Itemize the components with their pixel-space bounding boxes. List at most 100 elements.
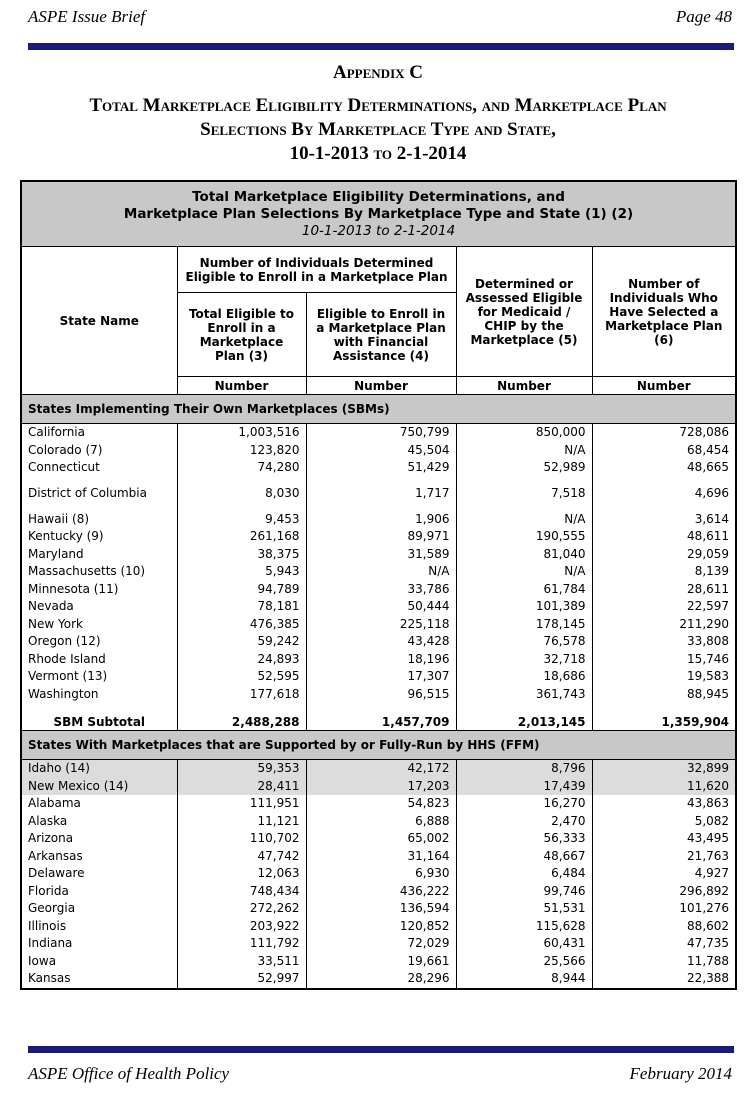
table-row: Washington 177,618 96,515 361,743 88,945 — [20, 685, 737, 703]
section-title: States With Marketplaces that are Suppor… — [20, 730, 737, 760]
cell: 101,276 — [591, 900, 737, 918]
table-row: Rhode Island 24,893 18,196 32,718 15,746 — [20, 650, 737, 668]
cell: 17,203 — [305, 777, 457, 795]
cell: 8,796 — [455, 759, 593, 778]
cell: 4,696 — [591, 476, 737, 511]
table-row: Connecticut 74,280 51,429 52,989 48,665 — [20, 459, 737, 477]
state-name: California — [20, 423, 178, 442]
cell: 33,511 — [176, 952, 307, 970]
table-row: Vermont (13) 52,595 17,307 18,686 19,583 — [20, 668, 737, 686]
cell: 8,030 — [176, 476, 307, 511]
cell: 17,439 — [455, 777, 593, 795]
state-name: Nevada — [20, 598, 178, 616]
section-row: States With Marketplaces that are Suppor… — [20, 730, 737, 760]
subtotal-cell: 2,013,145 — [455, 703, 593, 731]
cell: 31,589 — [305, 545, 457, 563]
caption-line: Marketplace Plan Selections By Marketpla… — [123, 205, 634, 222]
rule — [28, 1046, 734, 1053]
footer-right: February 2014 — [629, 1064, 732, 1083]
unit: Number — [455, 376, 593, 395]
cell: 296,892 — [591, 882, 737, 900]
cell: 115,628 — [455, 917, 593, 935]
cell: 32,899 — [591, 759, 737, 778]
cell: 21,763 — [591, 847, 737, 865]
cell: 2,470 — [455, 812, 593, 830]
cell: 272,262 — [176, 900, 307, 918]
state-name: Connecticut — [20, 459, 178, 477]
state-name: Delaware — [20, 865, 178, 883]
cell: 68,454 — [591, 441, 737, 459]
state-name: Kansas — [20, 970, 178, 989]
state-name: Indiana — [20, 935, 178, 953]
cell: 9,453 — [176, 510, 307, 528]
cell: 59,353 — [176, 759, 307, 778]
table-row: Hawaii (8) 9,453 1,906 N/A 3,614 — [20, 510, 737, 528]
cell: 74,280 — [176, 459, 307, 477]
cell: 51,429 — [305, 459, 457, 477]
cell: 56,333 — [455, 830, 593, 848]
cell: 5,943 — [176, 563, 307, 581]
table-row: Arizona 110,702 65,002 56,333 43,495 — [20, 830, 737, 848]
cell: 61,784 — [455, 580, 593, 598]
table-row: Idaho (14) 59,353 42,172 8,796 32,899 — [20, 759, 737, 778]
cell: 54,823 — [305, 795, 457, 813]
cell: 111,792 — [176, 935, 307, 953]
cell: 24,893 — [176, 650, 307, 668]
cell: 28,611 — [591, 580, 737, 598]
column-header: Number of Individuals Who Have Selected … — [591, 246, 737, 377]
cell: 110,702 — [176, 830, 307, 848]
caption-line: 10-1-2013 to 2-1-2014 — [301, 222, 456, 239]
state-name: Iowa — [20, 952, 178, 970]
table-row: Alabama 111,951 54,823 16,270 43,863 — [20, 795, 737, 813]
state-name: Oregon (12) — [20, 633, 178, 651]
cell: 178,145 — [455, 615, 593, 633]
subtotal-label: SBM Subtotal — [20, 703, 178, 731]
column-header: Determined or Assessed Eligible for Medi… — [455, 246, 593, 377]
cell: 50,444 — [305, 598, 457, 616]
title: Total Marketplace Eligibility Determinat… — [0, 94, 756, 166]
table-row: Kentucky (9) 261,168 89,971 190,555 48,611 — [20, 528, 737, 546]
table-section: States Implementing Their Own Marketplac… — [20, 394, 737, 731]
table-row: District of Columbia 8,030 1,717 7,518 4,696 — [20, 476, 737, 511]
cell: 748,434 — [176, 882, 307, 900]
column-header: Total Eligible to Enroll in a Marketplac… — [176, 292, 307, 377]
table-caption: Total Marketplace Eligibility Determinat… — [20, 180, 737, 247]
cell: 6,888 — [305, 812, 457, 830]
state-name: New York — [20, 615, 178, 633]
table-row: Alaska 11,121 6,888 2,470 5,082 — [20, 812, 737, 830]
cell: 72,029 — [305, 935, 457, 953]
cell: N/A — [455, 563, 593, 581]
table-row: Nevada 78,181 50,444 101,389 22,597 — [20, 598, 737, 616]
subtotal-cell: 2,488,288 — [176, 703, 307, 731]
header-left: ASPE Issue Brief — [28, 7, 146, 26]
cell: 261,168 — [176, 528, 307, 546]
cell: 120,852 — [305, 917, 457, 935]
cell: 8,139 — [591, 563, 737, 581]
cell: 29,059 — [591, 545, 737, 563]
table-row: Oregon (12) 59,242 43,428 76,578 33,808 — [20, 633, 737, 651]
cell: 190,555 — [455, 528, 593, 546]
header-right: Page 48 — [675, 7, 732, 26]
cell: 99,746 — [455, 882, 593, 900]
cell: 1,003,516 — [176, 423, 307, 442]
caption-line: Total Marketplace Eligibility Determinat… — [192, 188, 565, 205]
cell: 1,906 — [305, 510, 457, 528]
state-name: New Mexico (14) — [20, 777, 178, 795]
table-row: Georgia 272,262 136,594 51,531 101,276 — [20, 900, 737, 918]
subtotal-cell: 1,457,709 — [305, 703, 457, 731]
cell: 8,944 — [455, 970, 593, 989]
section-title: States Implementing Their Own Marketplac… — [20, 394, 737, 424]
cell: 33,786 — [305, 580, 457, 598]
cell: 76,578 — [455, 633, 593, 651]
cell: 6,484 — [455, 865, 593, 883]
cell: 52,595 — [176, 668, 307, 686]
cell: 1,717 — [305, 476, 457, 511]
cell: 750,799 — [305, 423, 457, 442]
cell: 4,927 — [591, 865, 737, 883]
cell: 111,951 — [176, 795, 307, 813]
cell: 211,290 — [591, 615, 737, 633]
cell: 177,618 — [176, 685, 307, 703]
table-row: New Mexico (14) 28,411 17,203 17,439 11,620 — [20, 777, 737, 795]
cell: 203,922 — [176, 917, 307, 935]
